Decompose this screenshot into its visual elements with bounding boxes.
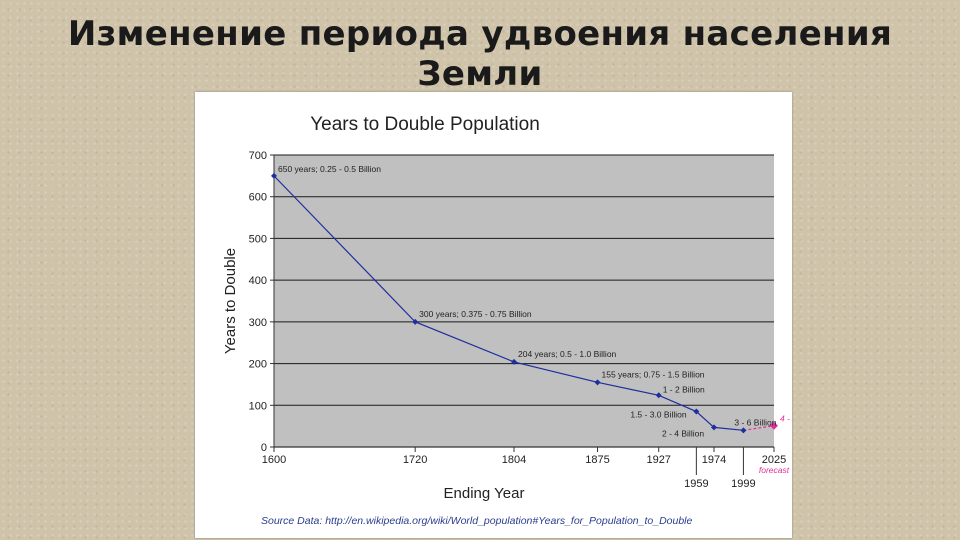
source-note: Source Data: http://en.wikipedia.org/wik…: [261, 515, 693, 527]
data-points: [271, 172, 778, 434]
chart-title: Years to Double Population: [310, 114, 540, 135]
data-label: 1 - 2 Billion: [663, 384, 705, 394]
slide-title: Изменение периода удвоения населения Зем…: [67, 14, 893, 94]
data-point: [655, 392, 662, 399]
y-tick-label: 200: [249, 359, 267, 371]
chart-panel: Years to Double Population 0 100 200 300 400…: [195, 92, 792, 538]
data-point: [511, 358, 517, 365]
data-label: 155 years; 0.75 - 1.5 Billion: [602, 369, 705, 379]
years-to-double-chart: Years to Double Population 0 100 200 300 400…: [222, 114, 792, 527]
forecast-line: [743, 425, 775, 431]
y-tick-label: 600: [249, 192, 267, 204]
data-point: [711, 424, 717, 431]
y-tick-label: 100: [249, 400, 267, 412]
data-point: [412, 318, 419, 325]
x-tick-label: 1974: [702, 454, 726, 466]
x-tick-label: 1999: [731, 478, 755, 490]
x-tick-label: 1927: [646, 454, 670, 466]
x-tick-label: 1720: [403, 454, 427, 466]
y-tick-label: 0: [261, 442, 267, 454]
gridlines: [274, 154, 774, 406]
data-point: [693, 408, 700, 415]
x-tick-label: 1875: [585, 454, 609, 466]
data-label: 2 - 4 Billion: [662, 428, 704, 438]
data-label: 1.5 - 3.0 Billion: [630, 410, 686, 420]
data-label: 650 years; 0.25 - 0.5 Billion: [278, 164, 381, 174]
forecast-label: forecast: [759, 465, 790, 475]
x-tick-label: 2025: [762, 454, 786, 466]
x-tick-label: 1959: [684, 478, 708, 490]
data-point: [740, 427, 747, 434]
data-point: [594, 379, 601, 386]
x-axis-label: Ending Year: [444, 485, 525, 502]
data-label: 300 years; 0.375 - 0.75 Billion: [419, 309, 532, 319]
plot-area: [274, 155, 774, 447]
forecast-point: [770, 421, 778, 430]
data-label: 3 - 6 Billion: [734, 417, 776, 427]
axes: 0 100 200 300 400 500 600 700 1600 1720 1804 1875 19…: [249, 150, 790, 490]
data-label: 204 years; 0.5 - 1.0 Billion: [518, 349, 617, 359]
y-tick-label: 700: [249, 150, 267, 162]
data-labels: 650 years; 0.25 - 0.5 Billion 300 years; …: [278, 164, 792, 439]
series-line: [273, 175, 775, 431]
y-tick-label: 400: [249, 275, 267, 287]
y-tick-label: 300: [249, 317, 267, 329]
y-axis-label: Years to Double: [222, 248, 239, 354]
x-tick-label: 1804: [502, 454, 526, 466]
series-polyline: [273, 175, 744, 431]
forecast-data-label: 4 - 8 Billion: [780, 414, 792, 424]
x-tick-label: 1600: [262, 454, 286, 466]
data-point: [271, 172, 277, 179]
y-tick-label: 500: [249, 233, 267, 245]
